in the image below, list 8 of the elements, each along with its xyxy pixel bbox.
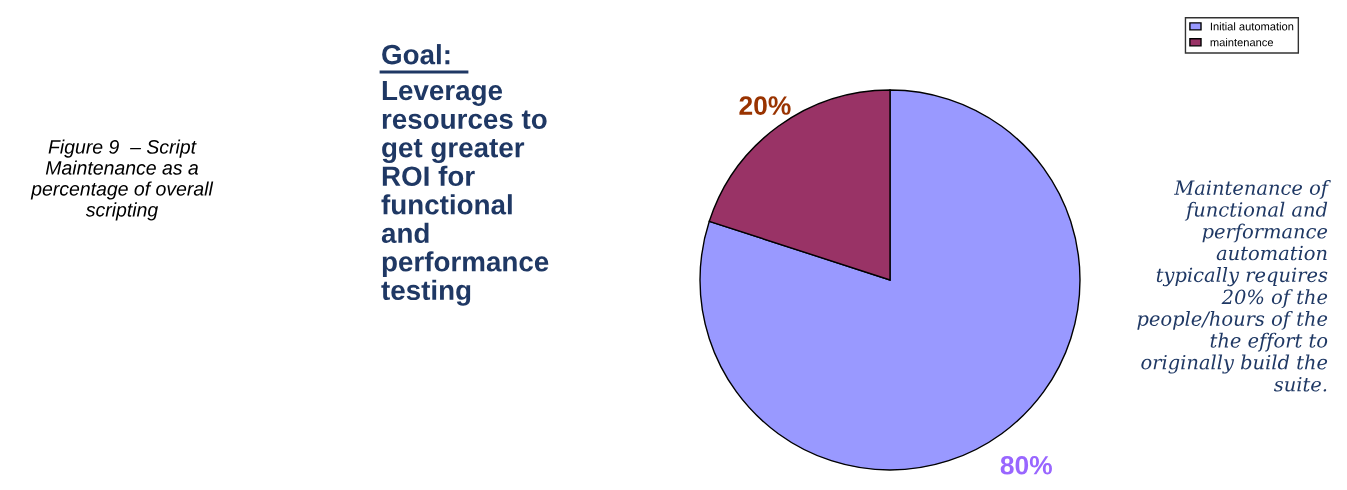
legend-label: maintenance <box>1210 38 1274 47</box>
data-label: 20% <box>739 96 791 115</box>
text: Leverage resources to get greater ROI for functional and performance testing <box>381 80 549 306</box>
legend-label: Initial automation <box>1210 22 1294 31</box>
caption: Figure 9 – Script Maintenance as a percentage of overall scripting <box>30 139 214 221</box>
text: Maintenance of functional and performance automation typically requires 20% of the people/hours of the the effort to originally build the suite. <box>1137 180 1331 392</box>
text: Goal: <box>382 44 450 65</box>
data-label: 80% <box>1000 455 1052 475</box>
